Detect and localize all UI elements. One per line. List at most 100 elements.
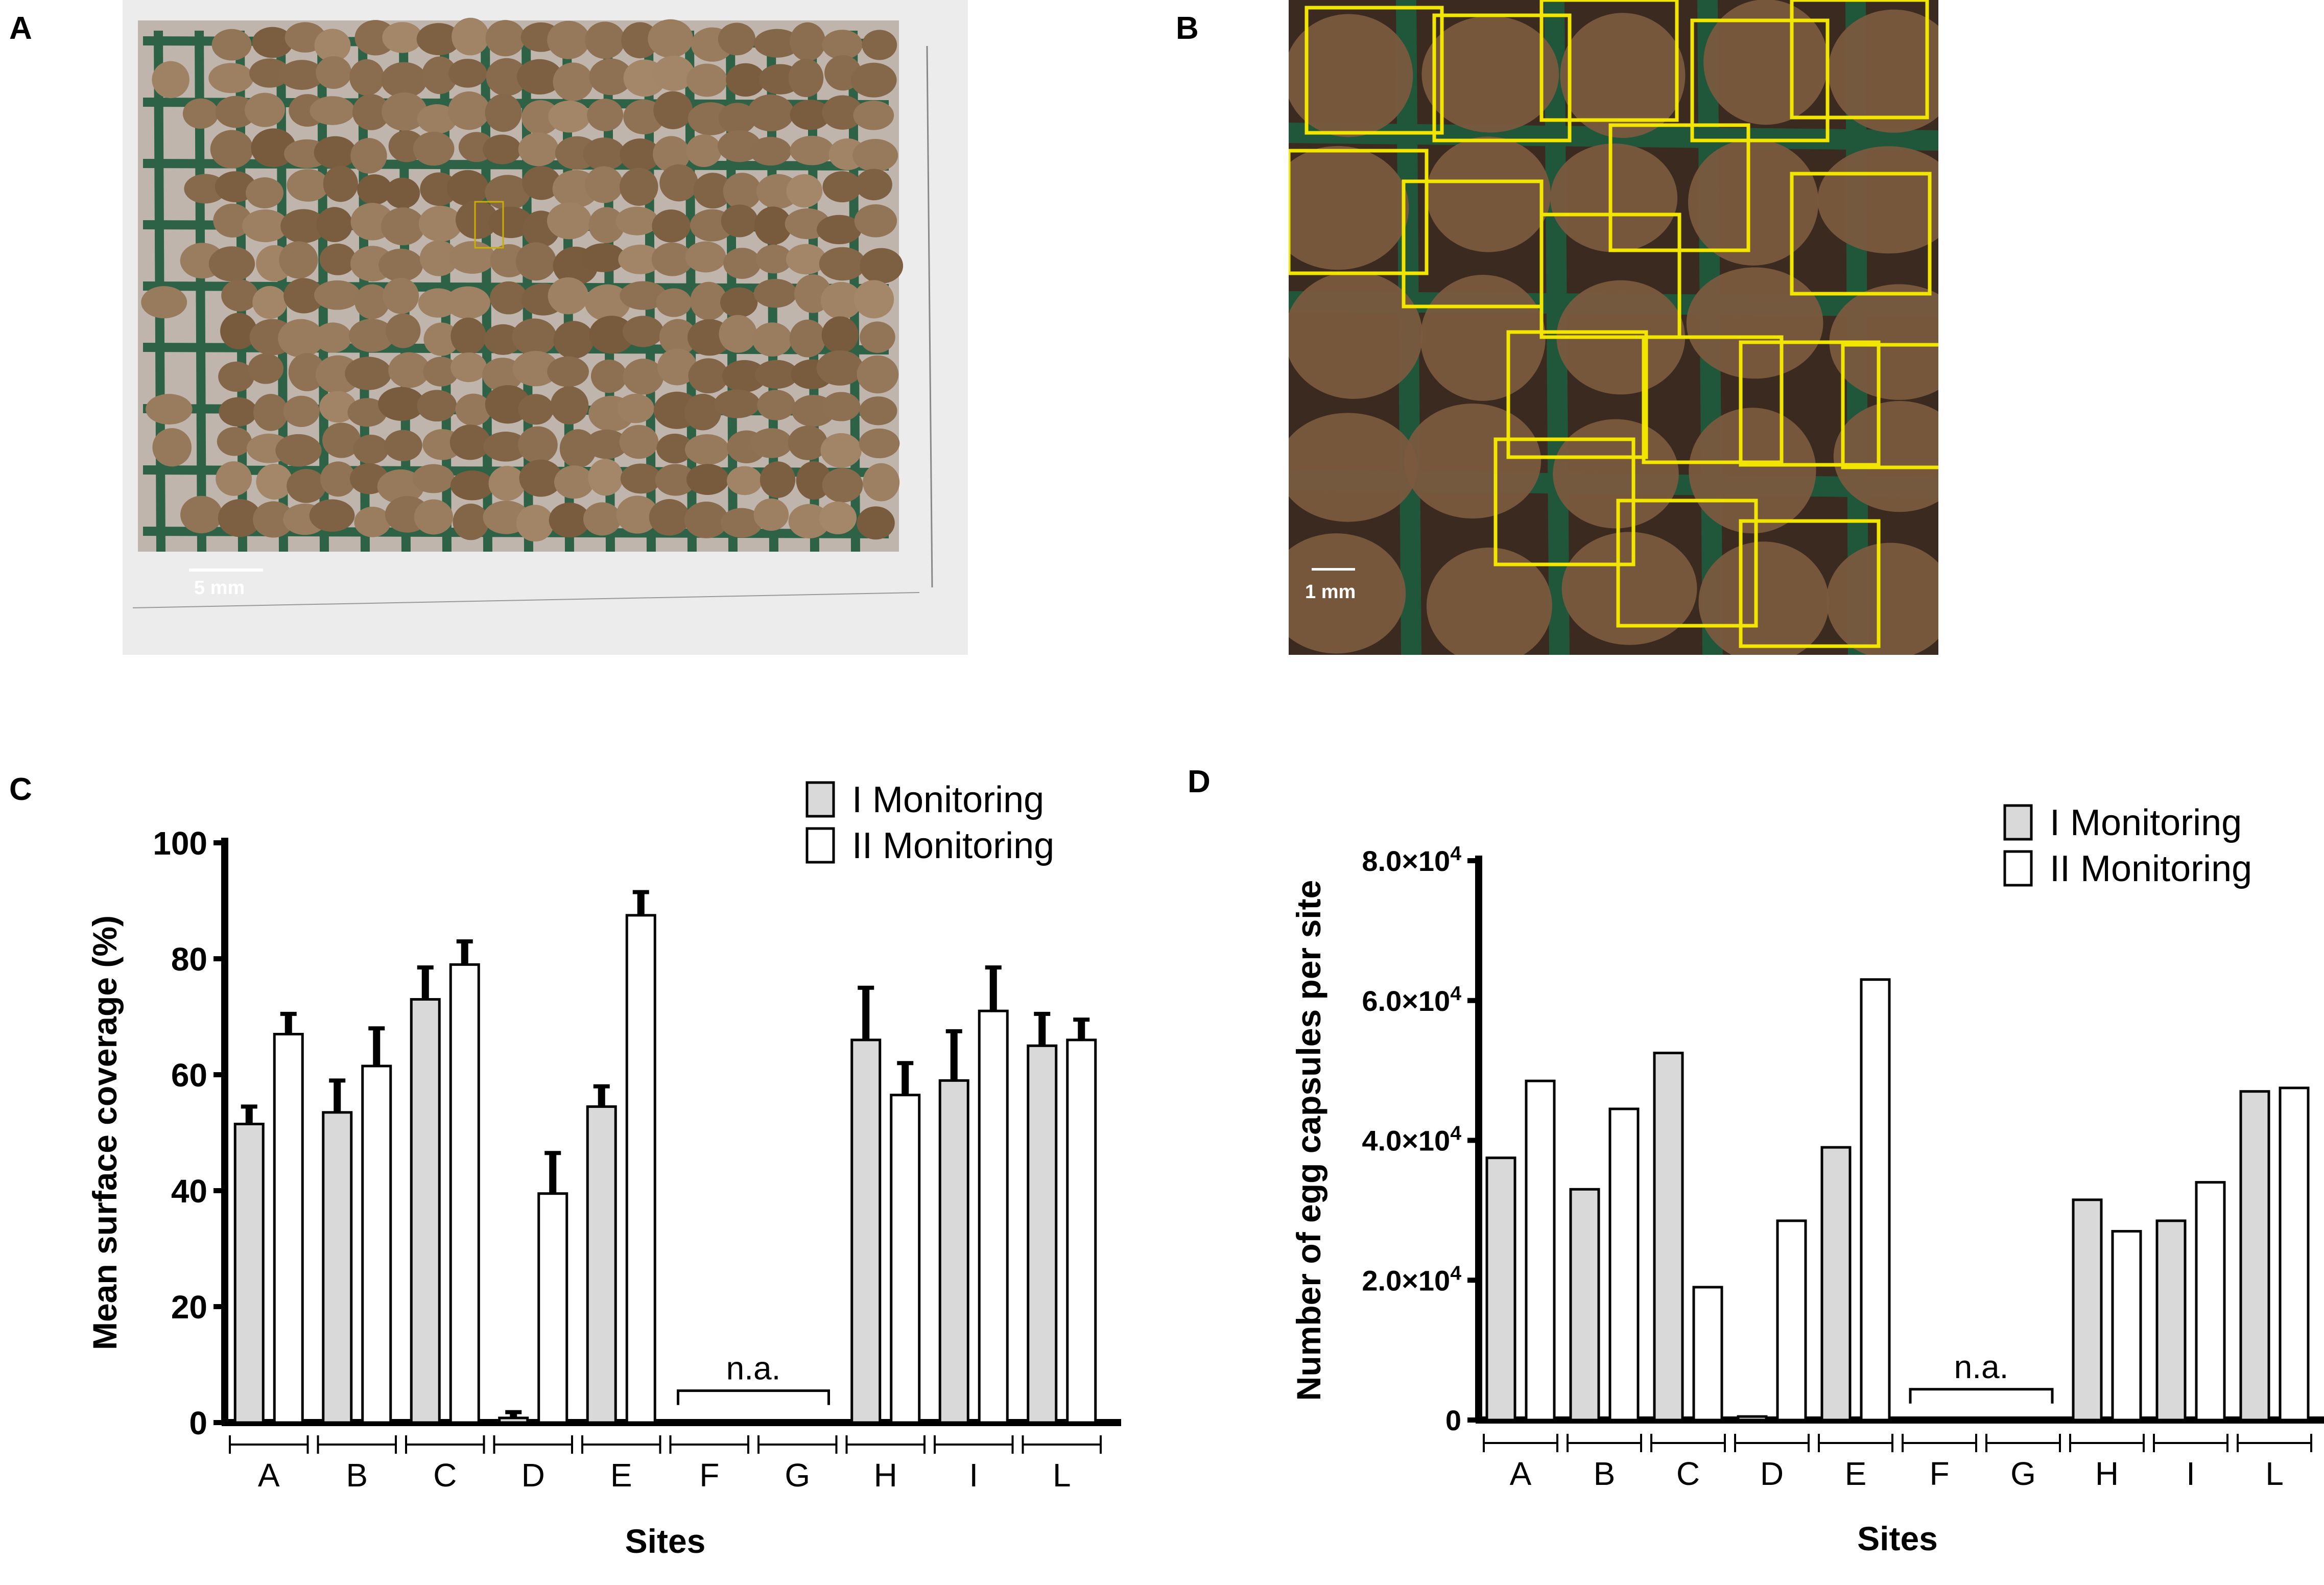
x-tick-label: A	[258, 1457, 280, 1494]
category-bracket	[757, 1435, 838, 1454]
egg-capsule-blob	[1550, 144, 1678, 252]
detection-box	[1841, 343, 1938, 469]
egg-capsule-blob	[381, 207, 425, 246]
egg-capsule-blob	[862, 30, 897, 60]
detection-box	[1305, 6, 1444, 135]
egg-capsule-blob	[413, 131, 455, 166]
egg-capsule-blob	[512, 318, 557, 356]
egg-capsule-blob	[141, 286, 187, 319]
egg-capsule-blob	[750, 428, 793, 458]
egg-capsule-blob	[585, 21, 625, 59]
egg-capsule-blob	[859, 396, 897, 425]
bar-i-monitoring-a	[1485, 1156, 1516, 1422]
legend-swatch	[805, 827, 835, 864]
egg-capsule-blob	[653, 136, 690, 172]
egg-capsule-blob	[1828, 9, 1938, 133]
chart-d-egg-capsules: 0 2.0×104 4.0×104 6.0×104 8.0×104 A B C D E F G H I Ln…	[1290, 802, 2324, 1557]
bar-i-monitoring-b	[322, 1111, 353, 1424]
egg-capsule-blob	[455, 200, 499, 239]
egg-capsule-blob	[1833, 401, 1938, 512]
egg-capsule-blob	[757, 390, 795, 420]
detection-box	[1739, 519, 1881, 648]
egg-capsule-blob	[448, 59, 487, 88]
egg-capsule-blob	[720, 508, 763, 538]
x-tick-label: I	[2186, 1455, 2195, 1492]
egg-capsule-blob	[547, 202, 592, 240]
egg-capsule-blob	[349, 59, 385, 96]
egg-capsule-blob	[1686, 267, 1823, 379]
egg-capsule-blob	[853, 280, 894, 319]
x-tick-label: A	[1510, 1455, 1532, 1492]
x-tick-label: H	[874, 1457, 897, 1494]
egg-capsule-blob	[447, 170, 489, 206]
egg-capsule-blob	[248, 353, 284, 384]
category-bracket	[2237, 1434, 2312, 1452]
egg-capsule-blob	[657, 348, 697, 386]
bar-ii-monitoring-a	[1525, 1079, 1556, 1422]
category-bracket	[845, 1435, 926, 1454]
egg-capsule-blob	[353, 435, 389, 464]
y-tick-label: 8.0×104	[1362, 843, 1461, 878]
egg-capsule-blob	[316, 56, 352, 89]
detection-box	[1432, 13, 1572, 143]
y-axis-title: Number of egg capsules per site	[1290, 880, 1327, 1401]
egg-capsule-blob	[486, 58, 528, 96]
x-tick-label: D	[1760, 1455, 1784, 1492]
egg-capsule-blob	[287, 169, 329, 202]
egg-capsule-blob	[617, 393, 654, 423]
egg-capsule-blob	[656, 288, 692, 317]
egg-capsule-blob	[655, 464, 696, 496]
category-bracket	[1734, 1434, 1810, 1452]
category-bracket	[1902, 1434, 1977, 1452]
egg-capsule-blob	[649, 499, 690, 536]
bar-ii-monitoring-c	[1692, 1286, 1723, 1422]
egg-capsule-blob	[182, 98, 219, 129]
egg-capsule-blob	[589, 316, 634, 354]
scale-bar-label: 5 mm	[194, 577, 245, 599]
egg-capsule-blob	[588, 459, 624, 496]
egg-capsule-blob	[208, 63, 254, 93]
egg-capsule-blob	[796, 461, 832, 500]
egg-capsule-blob	[213, 203, 252, 238]
egg-capsule-blob	[252, 27, 293, 58]
egg-capsule-blob	[283, 278, 324, 314]
egg-capsule-blob	[152, 61, 189, 99]
egg-capsule-blob	[553, 321, 595, 359]
x-tick-label: L	[2265, 1455, 2284, 1492]
x-tick-label: I	[969, 1457, 978, 1494]
egg-capsule-blob	[219, 397, 257, 427]
x-tick-label: B	[346, 1457, 368, 1494]
egg-capsule-blob	[309, 499, 355, 532]
x-tick-label: D	[521, 1457, 545, 1494]
y-tick-label: 0	[189, 1405, 207, 1441]
egg-capsule-blob	[314, 322, 352, 353]
category-bracket	[1818, 1434, 1893, 1452]
egg-mesh-photo: 5 mm	[123, 0, 968, 655]
bar-ii-monitoring-d	[537, 1192, 568, 1424]
egg-capsule-blob	[515, 242, 557, 281]
egg-capsule-blob	[208, 246, 255, 282]
egg-capsule-blob	[249, 58, 290, 88]
egg-capsule-blob	[1826, 542, 1938, 655]
egg-capsule-blob	[1426, 547, 1552, 655]
bar-i-monitoring-l	[2239, 1090, 2270, 1422]
egg-capsule-blob	[547, 356, 589, 387]
egg-capsule-blob	[345, 357, 392, 390]
egg-capsule-blob	[623, 359, 664, 395]
egg-capsule-blob	[518, 394, 554, 425]
egg-capsule-blob	[688, 358, 729, 394]
egg-capsule-blob	[1703, 0, 1829, 125]
egg-capsule-blob	[747, 94, 794, 132]
y-tick-label: 2.0×104	[1362, 1262, 1461, 1297]
egg-capsule-blob	[388, 352, 430, 388]
bar-i-monitoring-d	[498, 1416, 529, 1424]
egg-capsule-blob	[378, 387, 425, 421]
egg-capsule-blob	[1289, 533, 1406, 654]
egg-capsule-blob	[693, 173, 732, 209]
egg-capsule-blob	[550, 386, 589, 424]
detection-box	[1642, 335, 1784, 464]
category-bracket	[1985, 1434, 2061, 1452]
bar-ii-monitoring-b	[361, 1064, 392, 1424]
egg-capsule-blob	[853, 100, 894, 130]
egg-capsule-blob	[519, 459, 563, 497]
